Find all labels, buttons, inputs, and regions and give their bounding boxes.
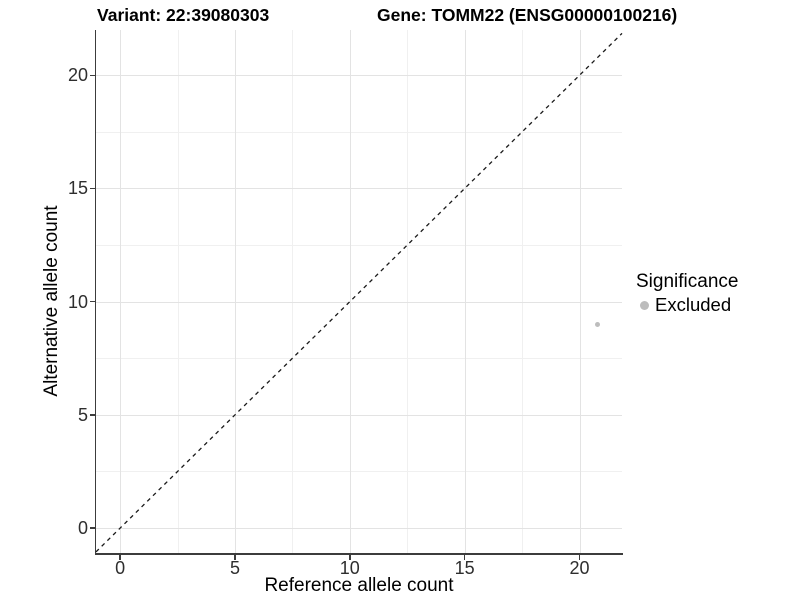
x-tick-mark xyxy=(234,555,236,560)
y-axis-line xyxy=(94,30,96,555)
minor-gridline-y xyxy=(96,245,622,247)
minor-gridline-x xyxy=(177,30,179,553)
y-tick-label: 0 xyxy=(77,518,88,539)
plot-title-variant: Variant: 22:39080303 xyxy=(97,5,270,25)
x-tick-label: 20 xyxy=(569,558,590,578)
x-axis-line xyxy=(94,553,623,555)
major-gridline-y xyxy=(96,414,622,416)
y-tick-mark xyxy=(90,300,95,303)
x-tick-mark xyxy=(463,555,466,560)
plot-title-gene: Gene: TOMM22 (ENSG00000100216) xyxy=(377,5,678,25)
major-gridline-x xyxy=(120,30,122,553)
legend: Significance Excluded xyxy=(636,271,738,316)
legend-title: Significance xyxy=(636,271,739,292)
legend-entry-label: Excluded xyxy=(655,294,732,315)
major-gridline-x xyxy=(349,30,351,553)
y-tick-mark xyxy=(90,187,95,190)
minor-gridline-x xyxy=(522,30,524,553)
y-tick-mark xyxy=(90,74,95,77)
x-tick-mark xyxy=(119,555,121,560)
major-gridline-y xyxy=(96,188,622,190)
minor-gridline-x xyxy=(292,30,294,553)
identity-dashed-line xyxy=(95,32,623,553)
x-tick-label: 15 xyxy=(454,558,475,578)
y-tick-mark xyxy=(90,527,95,529)
minor-gridline-y xyxy=(96,471,622,473)
minor-gridline-y xyxy=(96,358,622,360)
y-tick-label: 15 xyxy=(67,178,88,199)
x-tick-label: 10 xyxy=(339,558,360,578)
major-gridline-y xyxy=(96,75,622,77)
major-gridline-x xyxy=(464,30,466,553)
y-tick-label: 10 xyxy=(67,291,88,312)
x-tick-mark xyxy=(349,555,351,560)
minor-gridline-x xyxy=(407,30,409,553)
y-tick-label: 5 xyxy=(77,404,88,425)
y-axis-title: Alternative allele count xyxy=(41,205,62,397)
x-tick-mark xyxy=(578,555,581,560)
x-tick-label: 0 xyxy=(115,558,126,578)
major-gridline-y xyxy=(96,301,622,303)
legend-point-icon xyxy=(640,300,649,310)
minor-gridline-y xyxy=(96,131,622,133)
y-tick-mark xyxy=(90,414,95,416)
data-point-excluded xyxy=(595,321,601,327)
y-tick-label: 20 xyxy=(67,65,88,86)
major-gridline-y xyxy=(96,528,622,530)
major-gridline-x xyxy=(579,30,581,553)
x-tick-label: 5 xyxy=(229,558,240,578)
legend-entry-excluded: Excluded xyxy=(636,294,738,316)
major-gridline-x xyxy=(234,30,236,553)
x-axis-title: Reference allele count xyxy=(264,575,454,596)
